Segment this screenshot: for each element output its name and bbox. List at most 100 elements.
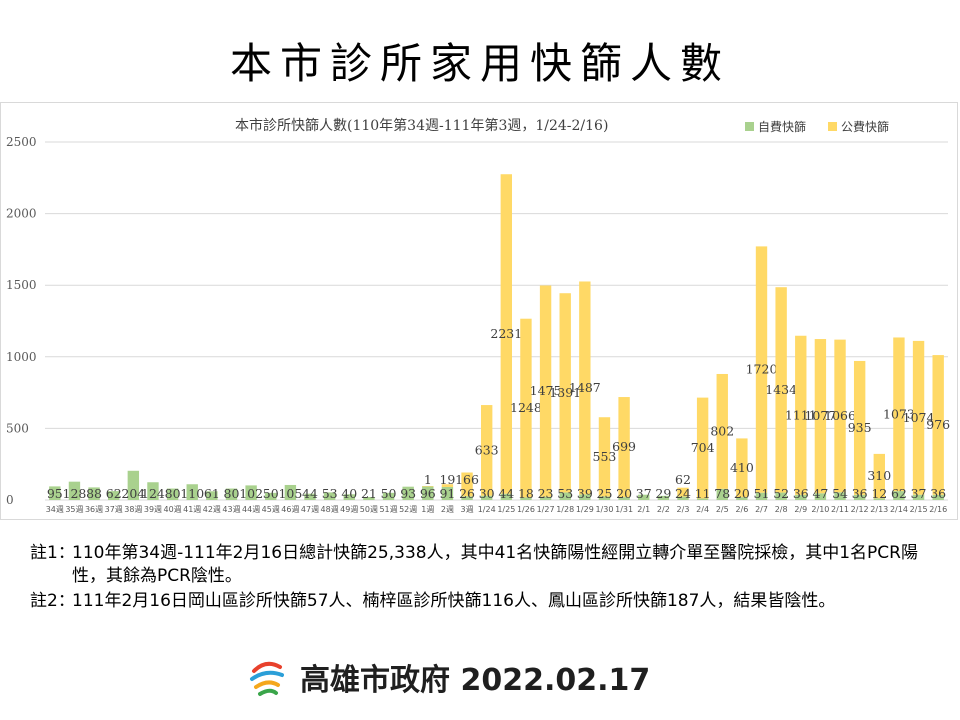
self-paid-data-label: 62 xyxy=(891,486,907,501)
self-paid-bar xyxy=(618,497,630,500)
x-tick-label: 2/1 xyxy=(637,505,650,514)
self-paid-bar xyxy=(323,492,336,500)
self-paid-data-label: 12 xyxy=(871,486,887,501)
public-paid-bar xyxy=(775,287,787,493)
self-paid-bar xyxy=(108,491,120,500)
self-paid-bar xyxy=(166,488,179,500)
public-paid-bar xyxy=(873,453,885,499)
public-paid-data-label: 2231 xyxy=(490,326,522,341)
kaohsiung-city-logo-icon xyxy=(250,661,284,696)
self-paid-bar xyxy=(873,498,885,500)
self-paid-bar xyxy=(559,492,571,500)
public-paid-bar xyxy=(853,360,866,495)
self-paid-data-label: 21 xyxy=(361,486,377,501)
self-paid-data-label: 23 xyxy=(538,486,554,501)
public-paid-data-label: 410 xyxy=(730,460,754,475)
public-paid-data-label: 166 xyxy=(455,472,479,487)
self-paid-data-label: 80 xyxy=(224,486,240,501)
self-paid-data-label: 30 xyxy=(479,486,495,501)
public-paid-data-label: 1066 xyxy=(824,408,856,423)
public-paid-data-label: 802 xyxy=(710,423,734,438)
public-paid-data-label: 633 xyxy=(475,442,499,457)
self-paid-data-label: 50 xyxy=(381,486,397,501)
x-tick-label: 41週 xyxy=(183,505,201,514)
x-tick-label: 2/12 xyxy=(851,505,869,514)
y-tick-label: 2000 xyxy=(6,207,37,221)
self-paid-bar xyxy=(88,487,100,500)
public-paid-data-label: 1111 xyxy=(785,407,817,422)
self-paid-bar xyxy=(893,491,905,500)
x-tick-label: 52週 xyxy=(399,505,417,514)
x-tick-label: 3週 xyxy=(461,505,474,514)
public-paid-data-label: 1 xyxy=(424,472,432,487)
public-paid-data-label: 1434 xyxy=(765,382,797,397)
public-paid-bar xyxy=(736,438,748,498)
footer: 高雄市政府 2022.02.17 xyxy=(248,652,650,702)
note-2: 註2： 111年2月16日岡山區診所快篩57人、楠梓區診所快篩116人、鳳山區診… xyxy=(30,590,940,613)
page-title: 本市診所家用快篩人數 xyxy=(229,39,730,88)
public-paid-bar xyxy=(716,373,728,489)
x-tick-label: 2週 xyxy=(441,505,454,514)
x-tick-label: 1週 xyxy=(421,505,434,514)
self-paid-data-label: 37 xyxy=(636,486,652,501)
x-tick-label: 1/30 xyxy=(595,505,613,514)
public-paid-bar xyxy=(677,487,689,497)
self-paid-bar xyxy=(500,493,513,500)
self-paid-data-label: 11 xyxy=(695,486,711,501)
self-paid-bar xyxy=(206,491,218,500)
x-tick-label: 34週 xyxy=(46,505,64,514)
self-paid-bar xyxy=(402,486,414,500)
note-2-text: 111年2月16日岡山區診所快篩57人、楠梓區診所快篩116人、鳳山區診所快篩1… xyxy=(72,591,836,611)
self-paid-bar xyxy=(579,494,591,500)
public-paid-bar xyxy=(893,337,905,492)
self-paid-bar xyxy=(716,488,728,500)
self-paid-data-label: 53 xyxy=(557,486,573,501)
x-tick-label: 2/8 xyxy=(775,505,788,514)
self-paid-bar xyxy=(520,497,532,500)
notes: 註1： 110年第34週-111年2月16日總計快篩25,338人，其中41名快… xyxy=(30,542,940,613)
self-paid-bar xyxy=(49,486,61,500)
public-paid-bar xyxy=(598,417,611,497)
self-paid-bar xyxy=(422,486,434,500)
public-paid-data-label: 935 xyxy=(848,420,872,435)
public-paid-bar xyxy=(696,397,709,499)
public-paid-bar xyxy=(461,472,473,497)
x-tick-label: 1/31 xyxy=(615,505,633,514)
self-paid-data-label: 26 xyxy=(459,486,475,501)
self-paid-data-label: 61 xyxy=(204,486,220,501)
self-paid-data-label: 128 xyxy=(63,486,87,501)
note-1-label: 註1： xyxy=(30,543,75,563)
self-paid-bar xyxy=(265,492,277,500)
public-paid-bar xyxy=(795,335,807,495)
self-paid-data-label: 105 xyxy=(278,486,302,501)
note-2-label: 註2： xyxy=(30,591,75,611)
self-paid-bar xyxy=(539,496,552,500)
x-tick-label: 35週 xyxy=(65,505,83,514)
public-paid-bar xyxy=(422,486,434,487)
self-paid-bar xyxy=(795,494,807,500)
self-paid-data-label: 102 xyxy=(239,486,263,501)
self-paid-data-label: 40 xyxy=(341,486,357,501)
x-tick-label: 1/27 xyxy=(537,505,555,514)
x-tick-label: 44週 xyxy=(242,505,260,514)
public-paid-bar xyxy=(480,405,493,496)
public-paid-data-label: 19 xyxy=(439,472,455,487)
self-paid-bar xyxy=(755,492,768,500)
public-paid-data-label: 1248 xyxy=(510,400,542,415)
public-paid-data-label: 1074 xyxy=(903,410,935,425)
public-paid-data-label: 1487 xyxy=(569,380,601,395)
self-paid-bar xyxy=(186,484,198,500)
self-paid-data-label: 52 xyxy=(773,486,789,501)
self-paid-bar xyxy=(853,494,866,500)
self-paid-data-label: 24 xyxy=(675,486,691,501)
self-paid-data-label: 36 xyxy=(930,486,946,501)
x-tick-label: 51週 xyxy=(379,505,397,514)
chart-title: 本市診所快篩人數(110年第34週-111年第3週，1/24-2/16) xyxy=(235,117,608,134)
self-paid-bar xyxy=(363,496,375,500)
x-tick-label: 45週 xyxy=(262,505,280,514)
self-paid-data-label: 204 xyxy=(121,486,145,501)
x-tick-label: 43週 xyxy=(222,505,240,514)
self-paid-bar xyxy=(657,495,670,500)
self-paid-bar xyxy=(932,494,944,500)
self-paid-bar xyxy=(598,496,611,500)
